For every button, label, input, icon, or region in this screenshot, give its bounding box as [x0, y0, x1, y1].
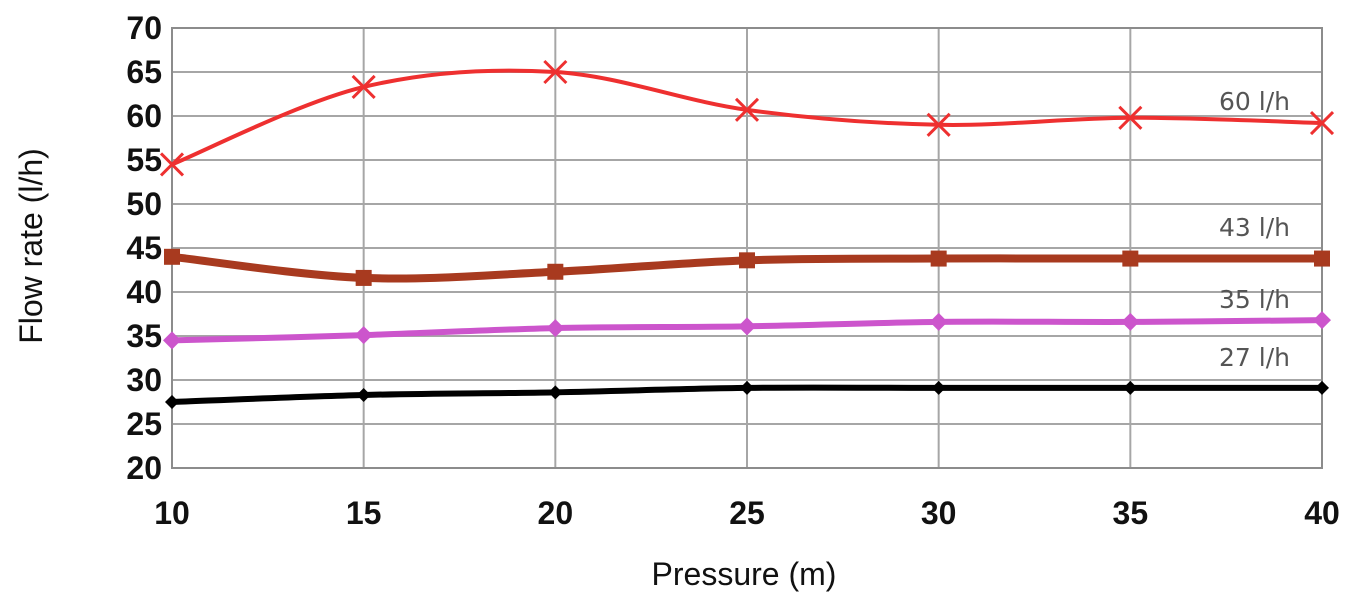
y-tick-label: 60 — [126, 98, 162, 134]
diamond-marker — [356, 387, 371, 402]
series-markers — [159, 59, 1335, 409]
diamond-marker — [163, 331, 181, 350]
square-marker — [1122, 250, 1139, 267]
y-tick-label: 65 — [126, 54, 162, 90]
square-marker — [355, 269, 372, 286]
x-tick-label: 25 — [729, 495, 765, 531]
square-marker — [930, 250, 947, 267]
square-marker — [739, 252, 755, 269]
x-marker — [734, 97, 760, 122]
diamond-marker — [165, 395, 179, 409]
y-tick-label: 70 — [126, 10, 162, 46]
x-marker — [351, 74, 376, 100]
series-name-label: 43 l/h — [1219, 213, 1290, 242]
y-tick-label: 20 — [126, 450, 162, 486]
x-axis-label: Pressure (m) — [652, 556, 837, 592]
diamond-marker — [1123, 380, 1138, 395]
diamond-marker — [1313, 311, 1331, 330]
y-axis-label: Flow rate (l/h) — [13, 148, 49, 344]
x-marker — [1118, 105, 1143, 130]
square-marker — [1314, 250, 1330, 267]
series-name-label: 60 l/h — [1219, 87, 1290, 116]
diamond-marker — [546, 319, 565, 338]
square-marker — [164, 248, 180, 265]
diamond-marker — [738, 317, 756, 336]
series-labels: 60 l/h 43 l/h 35 l/h 27 l/h — [1219, 87, 1290, 372]
y-tick-label: 45 — [126, 230, 162, 266]
diamond-marker — [548, 385, 563, 400]
diamond-marker — [1315, 380, 1329, 395]
y-tick-label: 50 — [126, 186, 162, 222]
y-tick-label: 25 — [126, 406, 162, 442]
x-marker — [543, 59, 568, 85]
plot-frame — [171, 27, 1323, 469]
tick-labels: 20 25 30 35 40 45 50 55 60 65 70 10 15 20 25 30 35 40 — [126, 10, 1339, 531]
diamond-marker — [740, 380, 754, 395]
x-tick-label: 15 — [346, 495, 382, 531]
diamond-marker — [929, 312, 948, 331]
y-tick-label: 55 — [126, 142, 162, 178]
series-name-label: 27 l/h — [1219, 343, 1290, 372]
x-tick-label: 10 — [154, 495, 190, 531]
diamond-marker — [354, 326, 373, 345]
y-tick-label: 35 — [126, 318, 162, 354]
x-tick-label: 30 — [921, 495, 957, 531]
x-marker — [926, 112, 951, 137]
series-name-label: 35 l/h — [1219, 285, 1290, 314]
y-tick-label: 40 — [126, 274, 162, 310]
x-marker — [159, 152, 185, 177]
x-tick-label: 35 — [1113, 495, 1149, 531]
square-marker — [547, 263, 564, 280]
x-tick-label: 40 — [1304, 495, 1340, 531]
y-tick-label: 30 — [126, 362, 162, 398]
x-tick-label: 20 — [538, 495, 574, 531]
x-marker — [1309, 110, 1335, 136]
diamond-marker — [931, 380, 946, 395]
diamond-marker — [1121, 312, 1140, 331]
